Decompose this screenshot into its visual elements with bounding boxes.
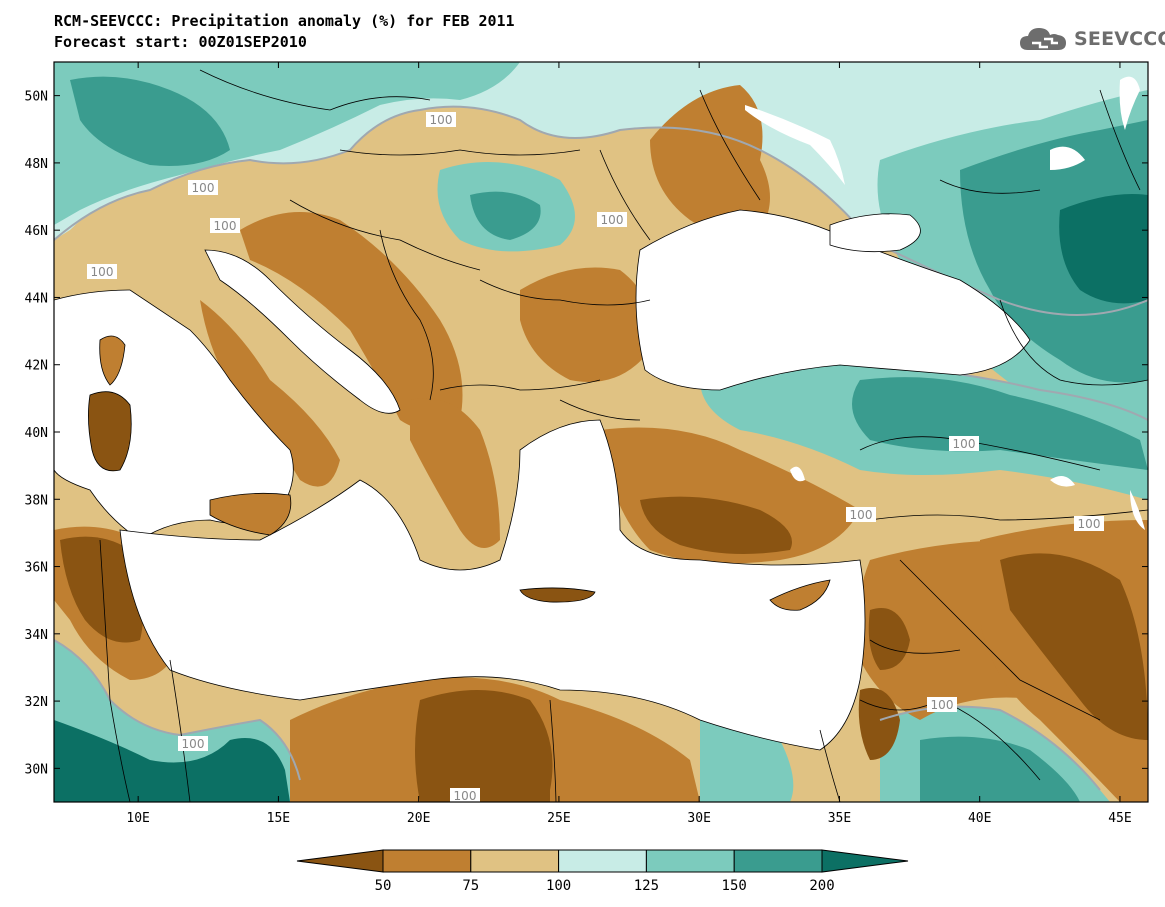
lon-tick-label: 20E	[407, 811, 430, 826]
missing-data-patches	[745, 76, 1145, 530]
longitude-axis: 10E 15E 20E 25E 30E 35E 40E 45E	[126, 62, 1132, 826]
lat-tick-label: 42N	[25, 359, 48, 374]
map-title: RCM-SEEVCCC: Precipitation anomaly (%) f…	[54, 12, 515, 30]
cyprus	[769, 579, 831, 611]
contour-label: 100	[182, 737, 205, 751]
lon-tick-label: 45E	[1108, 811, 1131, 826]
colorbar-level-label: 125	[634, 878, 659, 894]
colorbar-level-label: 50	[375, 878, 392, 894]
sicily	[209, 492, 292, 536]
wet-region-east-core	[960, 120, 1148, 383]
contour-label: 100	[430, 113, 453, 127]
lat-tick-label: 44N	[25, 291, 48, 306]
wet-region-east-deep	[1059, 194, 1148, 304]
dry-region-anatolia-core	[640, 496, 792, 554]
lat-tick-label: 50N	[25, 90, 48, 105]
lat-tick-label: 32N	[25, 695, 48, 710]
logo-text: SEEVCCC	[1074, 28, 1165, 50]
crete	[519, 587, 596, 603]
lat-tick-label: 46N	[25, 224, 48, 239]
colorbar-level-label: 200	[809, 878, 834, 894]
dry-region-ukraine	[650, 85, 770, 234]
lat-tick-label: 38N	[25, 493, 48, 508]
contour-label: 100	[931, 698, 954, 712]
colorbar-swatch	[733, 849, 823, 873]
lat-tick-label: 30N	[25, 762, 48, 777]
contour-labels: 100 100 100 100 100 100 100 100 100 100 …	[87, 112, 1104, 803]
lon-tick-label: 10E	[126, 811, 149, 826]
colorbar-swatch	[645, 849, 735, 873]
adriatic-sea	[204, 249, 401, 414]
cloud-icon	[1020, 28, 1066, 50]
lat-tick-label: 48N	[25, 157, 48, 172]
contour-label: 100	[214, 219, 237, 233]
lon-tick-label: 30E	[687, 811, 710, 826]
colorbar-upper-arrow	[821, 849, 909, 873]
contour-label: 100	[454, 789, 477, 803]
seevccc-logo: SEEVCCC	[1018, 24, 1165, 54]
contour-label: 100	[192, 181, 215, 195]
dry-region-jordan-core	[858, 688, 900, 760]
lon-tick-label: 40E	[968, 811, 991, 826]
wet-region-tunisia-core	[54, 720, 290, 802]
lon-tick-label: 15E	[267, 811, 290, 826]
anomaly-field: 100 100 100 100 100 100 100 100 100 100 …	[54, 62, 1148, 803]
wet-region-alps	[70, 76, 230, 166]
dry-region-romania	[520, 267, 652, 382]
islands	[88, 335, 831, 611]
lon-tick-label: 25E	[547, 811, 570, 826]
lon-tick-label: 35E	[828, 811, 851, 826]
corsica	[99, 335, 126, 386]
colorbar-swatch	[470, 849, 560, 873]
contour-label: 100	[850, 508, 873, 522]
colorbar-swatch	[382, 849, 472, 873]
sardinia	[88, 391, 132, 472]
dry-region-balkans	[240, 212, 463, 430]
dry-region-libya-core	[415, 690, 553, 802]
dry-region-iraq-core	[1000, 553, 1148, 740]
colorbar: 50 75 100 125 150 200	[296, 849, 909, 894]
dry-region-italy	[200, 300, 340, 487]
contour-label: 100	[601, 213, 624, 227]
colorbar-swatch	[558, 849, 647, 873]
colorbar-level-label: 100	[546, 878, 571, 894]
dry-region-lebanon-core	[868, 608, 910, 670]
colorbar-level-label: 75	[462, 878, 479, 894]
sea-of-azov	[829, 213, 921, 253]
dry-region-greece	[410, 398, 500, 548]
contour-label: 100	[953, 437, 976, 451]
lat-tick-label: 40N	[25, 426, 48, 441]
lat-tick-label: 34N	[25, 628, 48, 643]
black-sea	[635, 209, 1031, 391]
wet-region-carpathian-core	[470, 191, 541, 240]
colorbar-level-label: 150	[722, 878, 747, 894]
contour-label: 100	[91, 265, 114, 279]
contour-label: 100	[1078, 517, 1101, 531]
latitude-axis: 30N 32N 34N 36N 38N 40N 42N 44N 46N 48N 50N	[25, 90, 1148, 777]
colorbar-lower-arrow	[296, 849, 384, 873]
dry-region-algeria-core	[60, 536, 144, 643]
wet-region-arabia-core	[920, 736, 1080, 802]
wet-region-caucasus-core	[852, 377, 1148, 470]
ionian-aegean-mediterranean-sea	[119, 419, 866, 751]
lat-tick-label: 36N	[25, 561, 48, 576]
forecast-start-label: Forecast start: 00Z01SEP2010	[54, 33, 307, 51]
